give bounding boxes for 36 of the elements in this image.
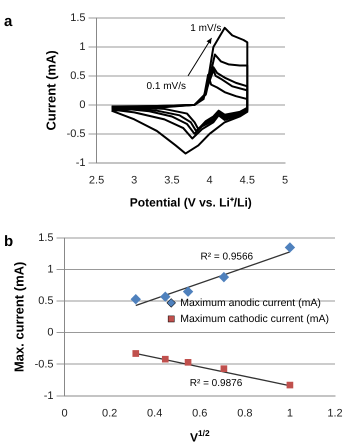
x-tick-label: 3 [131, 174, 138, 186]
y-tick-label: 1.5 [70, 12, 86, 24]
x-tick-label: 0 [61, 407, 68, 420]
x-tick-label: 3.5 [164, 174, 180, 186]
legend-label: Maximum cathodic current (mA) [180, 312, 330, 325]
y-tick-label: -0.5 [34, 358, 54, 370]
x-tick-label: 0.8 [237, 407, 252, 420]
x-tick-label: 1 [286, 407, 293, 420]
x-tick-label: 0.4 [147, 407, 162, 420]
x-tick-label: 0.2 [102, 407, 118, 420]
chart-title: b [4, 233, 14, 250]
x-tick-label: 2.5 [88, 174, 104, 186]
x-tick-label: 1.2 [327, 407, 343, 420]
annotation: R² = 0.9566 [200, 252, 254, 263]
y-tick-label: 1 [47, 264, 54, 276]
annotation: R² = 0.9876 [190, 378, 243, 389]
x-tick-label: 5 [282, 174, 288, 186]
chart-title: a [4, 13, 13, 30]
y-tick-label: 1.5 [38, 232, 54, 244]
y-tick-label: 0.5 [70, 70, 86, 82]
y-tick-label: 0 [47, 326, 54, 339]
x-axis-title: Potential (V vs. Li⁺/Li) [130, 195, 252, 210]
y-tick-label: 0 [79, 98, 86, 111]
annotation: 1 mV/s [190, 22, 222, 34]
y-tick-label: 1 [79, 40, 86, 53]
x-tick-label: 4 [206, 174, 213, 186]
x-tick-label: 4.5 [240, 174, 255, 186]
legend-label: Maximum anodic current (mA) [180, 296, 321, 309]
annotation: 0.1 mV/s [146, 80, 186, 92]
y-tick-label: -1 [44, 390, 54, 402]
y-tick-label: -0.5 [66, 128, 86, 140]
y-axis-title: Max. current (mA) [11, 262, 26, 372]
y-tick-label: 0.5 [38, 295, 54, 308]
y-tick-label: -1 [76, 156, 86, 169]
x-tick-label: 0.6 [192, 407, 208, 420]
y-axis-title: Current (mA) [43, 50, 58, 130]
